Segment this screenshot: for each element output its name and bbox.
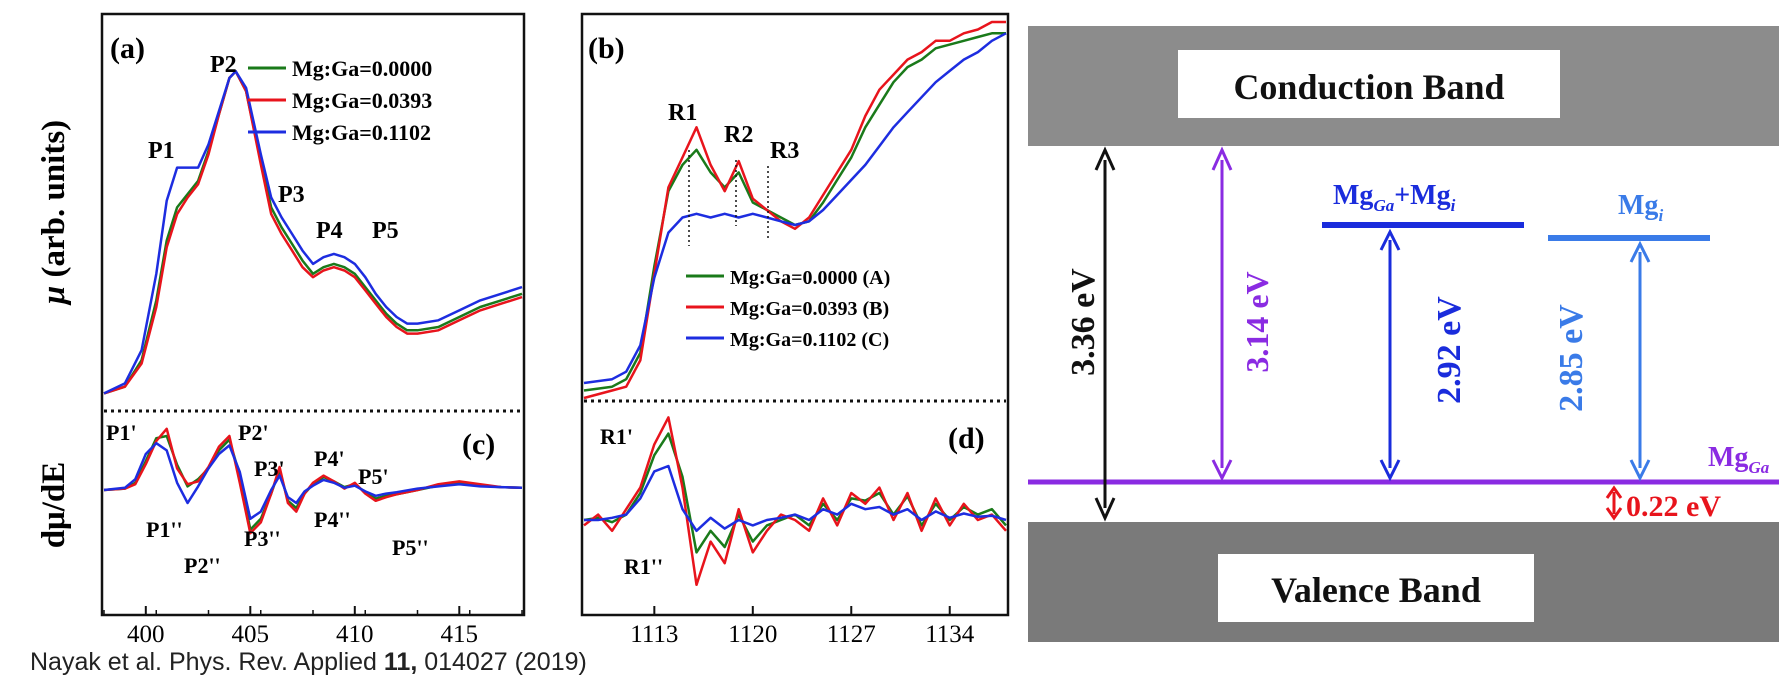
peak-label: P4' [314, 446, 345, 471]
peak-label: P2 [210, 52, 237, 78]
peak-label: P3' [254, 456, 285, 481]
legend-label: Mg:Ga=0.1102 [292, 120, 431, 145]
e314-arrow-head-bottom [1211, 459, 1233, 482]
e285-arrow-head-bottom [1629, 459, 1651, 482]
ylabel-mu: μ (arb. units) [36, 120, 72, 306]
peak-label: P5' [358, 464, 389, 489]
series-line-panel-d-1 [583, 416, 1007, 587]
ylabel-dmu: dμ/dE [36, 462, 72, 549]
peak-label: R2 [724, 122, 753, 148]
valence-band-box [1218, 554, 1534, 622]
x-tick-label: 400 [127, 621, 165, 648]
series-line-panel-a-1 [103, 70, 523, 395]
frame-bd [580, 12, 1010, 617]
x-tick-label: 1127 [827, 621, 876, 648]
legend-label: Mg:Ga=0.0393 (B) [730, 298, 889, 320]
peak-label: R1'' [624, 554, 663, 579]
e292-arrow-head-top [1379, 228, 1401, 251]
series-line-panel-a-2 [103, 70, 523, 395]
series-line-panel-b-2 [583, 32, 1007, 385]
x-tick-label: 1113 [630, 621, 678, 648]
e022-arrow-head-bottom [1605, 507, 1623, 521]
gap-arrow-head-top [1094, 146, 1116, 171]
peak-label: R3 [770, 138, 799, 164]
mgi-label: Mgi [1618, 190, 1663, 225]
series-line-panel-d-2 [584, 464, 1007, 533]
mgga-label: MgGa [1708, 442, 1770, 477]
peak-label: P1' [106, 420, 137, 445]
conduction-band-label: Conduction Band [1233, 67, 1504, 107]
panel-c-label: (c) [462, 428, 495, 461]
e292-label: 2.92 eV [1431, 296, 1468, 404]
legend-label: Mg:Ga=0.1102 (C) [730, 329, 889, 351]
e292-arrow-head-bottom [1379, 459, 1401, 482]
legend-a: Mg:Ga=0.0000 Mg:Ga=0.0393 Mg:Ga=0.1102 [248, 56, 432, 145]
x-tick-label: 415 [441, 621, 479, 648]
peak-label: P1'' [146, 517, 183, 542]
citation-volume: 11, [383, 648, 418, 676]
gap-arrow-head-bottom [1094, 497, 1116, 522]
e022-arrow-head-top [1605, 485, 1623, 499]
peak-label: R1' [600, 424, 633, 449]
conduction-band-box [1178, 50, 1560, 118]
citation-authors: Nayak et al. Phys. Rev. Applied [30, 648, 384, 676]
peak-label: P2' [238, 420, 269, 445]
peak-label: P5'' [392, 535, 429, 560]
peak-label: P5 [372, 218, 399, 244]
peak-label: P1 [148, 138, 175, 164]
x-tick-label: 1134 [925, 621, 975, 648]
peak-label: P3 [278, 182, 305, 208]
panel-b-label: (b) [588, 32, 625, 65]
x-tick-label: 1120 [728, 621, 777, 648]
mgga-mgi-label: MgGa+Mgi [1333, 180, 1456, 215]
citation-pages: 014027 (2019) [417, 648, 587, 676]
peak-label: P3'' [244, 526, 281, 551]
x-tick-label: 405 [232, 621, 270, 648]
citation: Nayak et al. Phys. Rev. Applied 11, 0140… [30, 648, 587, 677]
peak-label: P4'' [314, 507, 351, 532]
series-line-panel-c-1 [103, 427, 523, 535]
peak-label: P4 [316, 218, 343, 244]
legend-label: Mg:Ga=0.0393 [292, 88, 432, 113]
band-diagram: Conduction Band Valence Band 3.36 eV 3.1… [1028, 26, 1779, 642]
e285-arrow-head-top [1629, 240, 1651, 263]
panel-d-label: (d) [948, 422, 985, 455]
legend-label: Mg:Ga=0.0000 [292, 56, 432, 81]
peak-label: R1 [668, 100, 697, 126]
gap-label: 3.36 eV [1065, 268, 1102, 376]
series-line-panel-d-0 [583, 432, 1007, 554]
e285-label: 2.85 eV [1553, 304, 1590, 412]
x-tick-label: 410 [336, 621, 374, 648]
e314-label: 3.14 eV [1239, 271, 1275, 372]
series-line-panel-c-2 [103, 441, 523, 521]
peak-label: P2'' [184, 553, 221, 578]
e314-arrow-head-top [1211, 146, 1233, 171]
e022-label: 0.22 eV [1626, 490, 1721, 523]
series-line-panel-a-0 [103, 70, 523, 395]
legend-label: Mg:Ga=0.0000 (A) [730, 267, 890, 289]
panel-a-label: (a) [110, 32, 145, 65]
valence-band-label: Valence Band [1271, 570, 1481, 610]
legend-b: Mg:Ga=0.0000 (A) Mg:Ga=0.0393 (B) Mg:Ga=0.… [686, 267, 890, 351]
